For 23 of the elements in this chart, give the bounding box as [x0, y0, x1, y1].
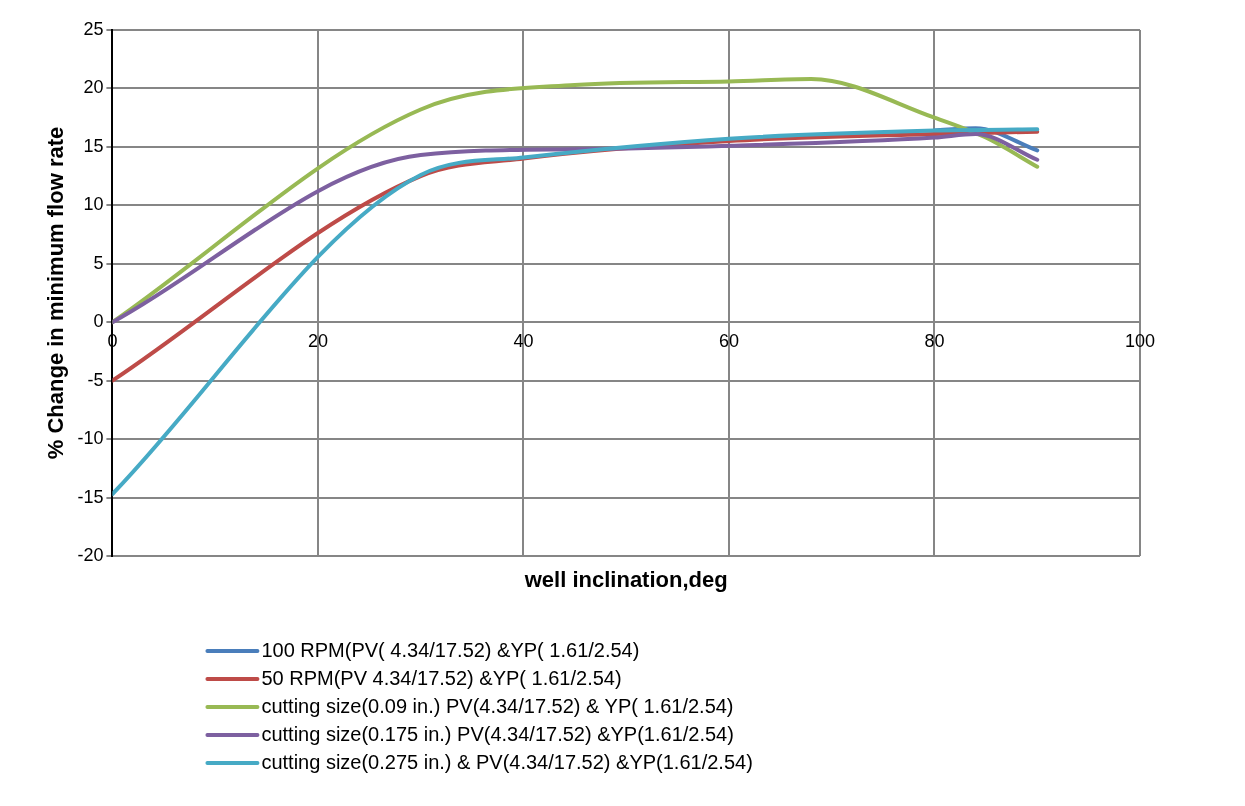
y-tick-label: -20 [77, 544, 104, 565]
y-tick-label: 15 [83, 135, 104, 156]
y-tick-label: 0 [93, 311, 104, 332]
y-tick-label: -5 [87, 369, 104, 390]
x-axis-title: well inclination,deg [523, 567, 728, 593]
legend-label: cutting size(0.09 in.) PV(4.34/17.52) & YP( 1.61/2.54) [261, 694, 734, 717]
legend-label: 100 RPM(PV( 4.34/17.52) &YP( 1.61/2.54) [261, 638, 640, 661]
x-tick-label: 80 [924, 330, 945, 351]
legend-label: 50 RPM(PV 4.34/17.52) &YP( 1.61/2.54) [261, 666, 622, 689]
y-tick-label: 10 [83, 194, 104, 215]
y-tick-label: 5 [93, 252, 104, 273]
y-axis-title: % Change in minimum flow rate [43, 126, 69, 460]
y-tick-label: 20 [83, 77, 104, 98]
y-tick-label: -15 [77, 486, 104, 507]
legend-label: cutting size(0.275 in.) & PV(4.34/17.52) &YP(1.61/2.54) [261, 750, 753, 773]
legend-label: cutting size(0.175 in.) PV(4.34/17.52) &YP(1.61/2.54) [261, 722, 734, 745]
line-series [112, 132, 1040, 325]
y-tick-label: -10 [77, 428, 104, 449]
x-tick-label: 100 [1124, 330, 1156, 351]
x-tick-label: 20 [307, 330, 328, 351]
y-tick-label: 25 [83, 18, 104, 39]
x-tick-label: 40 [513, 330, 534, 351]
x-tick-label: 60 [718, 330, 739, 351]
